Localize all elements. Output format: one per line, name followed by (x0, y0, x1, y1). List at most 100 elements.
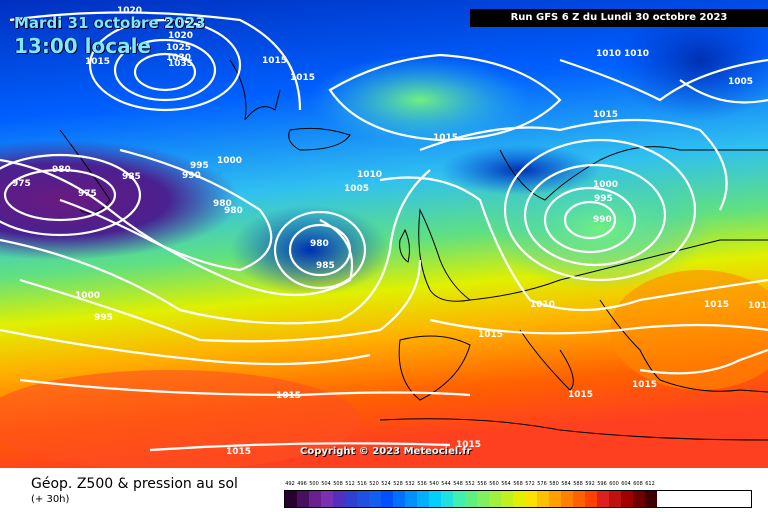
legend-label: 572 (525, 481, 535, 487)
legend-label: 500 (309, 481, 319, 487)
isobar-label: 1015 (262, 56, 287, 66)
isobar-label: 1000 (217, 156, 242, 166)
legend-swatch (645, 491, 657, 507)
isobar-label: 985 (316, 261, 335, 271)
legend-label: 556 (477, 481, 487, 487)
isobar-label: 1030 (166, 53, 191, 63)
legend-label: 588 (573, 481, 583, 487)
legend-label: 580 (549, 481, 559, 487)
legend-swatch (441, 491, 453, 507)
isobar-label: 1000 (593, 180, 618, 190)
isobar-label: 990 (593, 215, 612, 225)
legend-label: 608 (633, 481, 643, 487)
legend-swatch (525, 491, 537, 507)
isobar-labels: 1020 1020 1025 1030 1035 1015 1015 1015 … (12, 6, 768, 457)
legend-swatch (537, 491, 549, 507)
legend-swatch (369, 491, 381, 507)
legend-swatch (561, 491, 573, 507)
weather-map: 1020 1020 1025 1030 1035 1015 1015 1015 … (0, 0, 768, 468)
legend-swatch (393, 491, 405, 507)
isobar-label: 1010 (357, 170, 382, 180)
legend-swatch (609, 491, 621, 507)
legend-label: 512 (345, 481, 355, 487)
legend-label: 520 (369, 481, 379, 487)
legend-label: 540 (429, 481, 439, 487)
isobar-label: 995 (594, 194, 613, 204)
legend-label: 536 (417, 481, 427, 487)
legend-label: 584 (561, 481, 571, 487)
isobar-label: 1015 (433, 133, 458, 143)
legend-label: 568 (513, 481, 523, 487)
isobar-label: 1025 (166, 43, 191, 53)
isobar-label: 1035 (168, 59, 193, 69)
isobar-label: 1015 (704, 300, 729, 310)
isobar-label: 980 (310, 239, 329, 249)
isobar-label: 1015 (456, 440, 481, 450)
isobar-label: 980 (224, 206, 243, 216)
legend-swatch (597, 491, 609, 507)
isobar-label: 995 (190, 161, 209, 171)
legend-label: 604 (621, 481, 631, 487)
coastlines (59, 59, 768, 441)
legend-label: 600 (609, 481, 619, 487)
isobar-label: 1015 (226, 447, 251, 457)
isobar-label: 1015 (632, 380, 657, 390)
forecast-offset: (+ 30h) (31, 494, 70, 505)
legend-swatch (621, 491, 633, 507)
isobar-label: 1020 (117, 6, 142, 16)
isobar-label: 1015 (568, 390, 593, 400)
isobar-label: 1010 (530, 300, 555, 310)
isobar-label: 1015 (290, 73, 315, 83)
legend-swatch (333, 491, 345, 507)
isobar-label: 1015 (276, 391, 301, 401)
legend-swatch (489, 491, 501, 507)
legend-label: 532 (405, 481, 415, 487)
legend-label: 564 (501, 481, 511, 487)
isobar-label: 985 (122, 172, 141, 182)
copyright-notice: Copyright © 2023 Meteociel.fr (300, 446, 472, 457)
legend-swatch (321, 491, 333, 507)
isobar-label: 995 (94, 313, 113, 323)
legend-label: 596 (597, 481, 607, 487)
isobar-label: 1005 (344, 184, 369, 194)
legend-swatch (633, 491, 645, 507)
legend-label: 492 (285, 481, 295, 487)
legend-label: 544 (441, 481, 451, 487)
legend-label: 508 (333, 481, 343, 487)
legend-label: 592 (585, 481, 595, 487)
legend-swatches (284, 490, 752, 508)
isobar-label: 980 (52, 165, 71, 175)
legend-swatch (357, 491, 369, 507)
legend-swatch (513, 491, 525, 507)
isobar-label: 980 (213, 199, 232, 209)
legend-labels: 492 496 500 504 508 512 516 520 524 528 532 536 540 5… (284, 478, 752, 490)
legend-swatch (465, 491, 477, 507)
isobar-label: 1010 (596, 49, 621, 59)
legend-swatch (573, 491, 585, 507)
legend-label: 516 (357, 481, 367, 487)
isobar-label: 975 (12, 179, 31, 189)
legend-label: 612 (645, 481, 655, 487)
legend-label: 576 (537, 481, 547, 487)
map-title: Géop. Z500 & pression au sol (31, 476, 238, 492)
legend-swatch (405, 491, 417, 507)
isobar-label: 1005 (728, 77, 753, 87)
legend-swatch (417, 491, 429, 507)
legend-swatch (309, 491, 321, 507)
isobar-label: 990 (182, 171, 201, 181)
legend-swatch (381, 491, 393, 507)
legend-swatch (285, 491, 297, 507)
isobar-label: 1015 (593, 110, 618, 120)
legend-swatch (297, 491, 309, 507)
forecast-local-time: 13:00 locale (14, 34, 151, 58)
isobar-label: 975 (78, 189, 97, 199)
legend-swatch (477, 491, 489, 507)
legend-swatch (585, 491, 597, 507)
legend-label: 552 (465, 481, 475, 487)
legend-swatch (345, 491, 357, 507)
color-legend: 492 496 500 504 508 512 516 520 524 528 532 536 540 5… (284, 478, 752, 508)
legend-label: 528 (393, 481, 403, 487)
legend-label: 548 (453, 481, 463, 487)
footer-panel: Géop. Z500 & pression au sol (+ 30h) 492… (0, 468, 768, 512)
legend-label: 496 (297, 481, 307, 487)
